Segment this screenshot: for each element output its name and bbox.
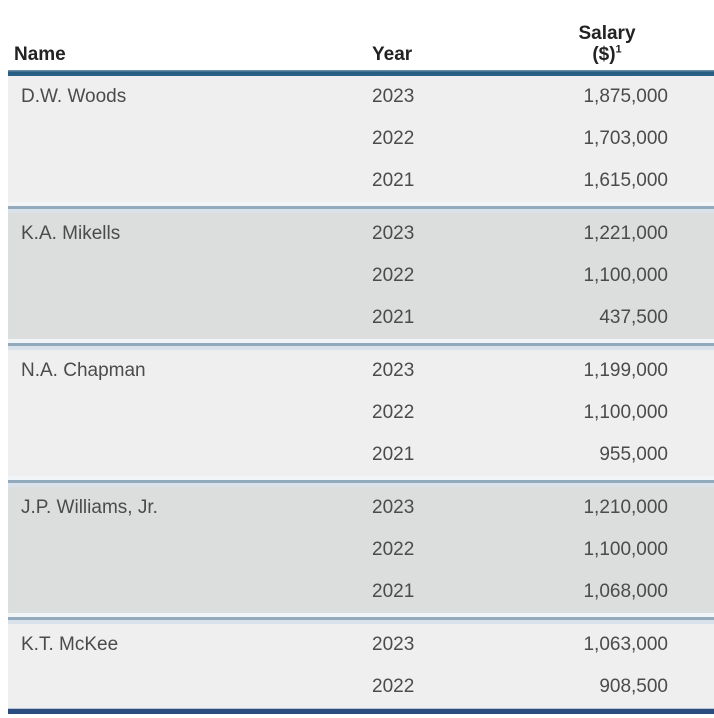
table-row: 2022 1,100,000: [8, 392, 714, 434]
person-section: K.T. McKee 2023 1,063,000 2022 908,500: [8, 624, 714, 708]
column-header-salary: Salary ($)1: [522, 23, 714, 65]
section-divider: [8, 202, 714, 213]
table-row: K.A. Mikells 2023 1,221,000: [8, 213, 714, 255]
section-divider: [8, 476, 714, 487]
person-section: N.A. Chapman 2023 1,199,000 2022 1,100,000 20…: [8, 350, 714, 476]
table-row: 2022 908,500: [8, 666, 714, 708]
divider-line: [8, 617, 714, 620]
salary-cell: 1,100,000: [583, 539, 668, 560]
table-row: D.W. Woods 2023 1,875,000: [8, 76, 714, 118]
table-row: 2021 437,500: [8, 297, 714, 339]
divider-pale-bottom: [8, 346, 714, 350]
table-row: 2022 1,703,000: [8, 118, 714, 160]
year-cell: 2021: [372, 444, 415, 465]
divider-pale-top: [8, 613, 714, 617]
salary-cell: 1,100,000: [583, 265, 668, 286]
section-divider: [8, 339, 714, 350]
year-cell: 2021: [372, 307, 415, 328]
salary-cell: 1,100,000: [583, 402, 668, 423]
year-cell: 2023: [372, 86, 415, 107]
year-cell: 2021: [372, 581, 415, 602]
divider-pale-bottom: [8, 483, 714, 487]
person-section: J.P. Williams, Jr. 2023 1,210,000 2022 1,100…: [8, 487, 714, 613]
salary-table: Name Year Salary ($)1 D.W. Woods 2023 1,87…: [8, 0, 714, 714]
year-cell: 2022: [372, 128, 415, 149]
name-cell: D.W. Woods: [21, 86, 127, 107]
header-rule: [8, 70, 714, 76]
divider-pale-top: [8, 339, 714, 343]
divider-pale-top: [8, 202, 714, 206]
name-cell: K.A. Mikells: [21, 223, 121, 244]
salary-cell: 1,063,000: [583, 634, 668, 655]
year-cell: 2022: [372, 676, 415, 697]
table-row: 2022 1,100,000: [8, 529, 714, 571]
salary-cell: 1,210,000: [583, 497, 668, 518]
salary-cell: 908,500: [599, 676, 668, 697]
year-cell: 2023: [372, 634, 415, 655]
salary-cell: 955,000: [599, 444, 668, 465]
salary-cell: 1,068,000: [583, 581, 668, 602]
salary-cell: 1,703,000: [583, 128, 668, 149]
table-row: J.P. Williams, Jr. 2023 1,210,000: [8, 487, 714, 529]
table-header-row: Name Year Salary ($)1: [8, 0, 714, 70]
salary-cell: 1,199,000: [583, 360, 668, 381]
person-section: K.A. Mikells 2023 1,221,000 2022 1,100,000 20…: [8, 213, 714, 339]
salary-header-line1: Salary: [578, 23, 636, 44]
table-row: 2022 1,100,000: [8, 255, 714, 297]
name-cell: J.P. Williams, Jr.: [21, 497, 158, 518]
salary-cell: 1,615,000: [583, 170, 668, 191]
salary-cell: 1,875,000: [583, 86, 668, 107]
year-cell: 2022: [372, 402, 415, 423]
salary-footnote-marker: 1: [615, 43, 622, 56]
name-cell: K.T. McKee: [21, 634, 119, 655]
column-header-year: Year: [372, 44, 413, 65]
year-cell: 2023: [372, 497, 415, 518]
divider-pale-top: [8, 476, 714, 480]
year-cell: 2021: [372, 170, 415, 191]
table-row: 2021 1,615,000: [8, 160, 714, 202]
column-header-name: Name: [14, 44, 66, 65]
person-section: D.W. Woods 2023 1,875,000 2022 1,703,000 2021…: [8, 76, 714, 202]
salary-cell: 437,500: [599, 307, 668, 328]
divider-line: [8, 206, 714, 209]
year-cell: 2023: [372, 360, 415, 381]
divider-pale-bottom: [8, 209, 714, 213]
divider-pale-bottom: [8, 620, 714, 624]
name-cell: N.A. Chapman: [21, 360, 146, 381]
table-bottom-border: [8, 708, 714, 714]
year-cell: 2022: [372, 265, 415, 286]
section-divider: [8, 613, 714, 624]
salary-cell: 1,221,000: [583, 223, 668, 244]
table-row: N.A. Chapman 2023 1,199,000: [8, 350, 714, 392]
table-body: D.W. Woods 2023 1,875,000 2022 1,703,000 2021…: [8, 76, 714, 708]
year-cell: 2022: [372, 539, 415, 560]
divider-line: [8, 480, 714, 483]
divider-line: [8, 343, 714, 346]
table-row: K.T. McKee 2023 1,063,000: [8, 624, 714, 666]
year-cell: 2023: [372, 223, 415, 244]
table-row: 2021 1,068,000: [8, 571, 714, 613]
table-row: 2021 955,000: [8, 434, 714, 476]
salary-header-line2: ($): [592, 44, 616, 65]
